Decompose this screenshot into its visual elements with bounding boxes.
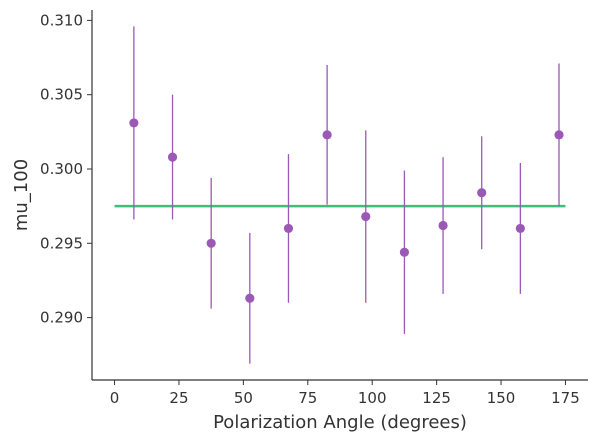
x-tick-label: 125 bbox=[422, 389, 451, 407]
x-tick-label: 150 bbox=[487, 389, 516, 407]
y-ticks: 0.290 0.295 0.300 0.305 0.310 bbox=[40, 11, 92, 327]
data-point bbox=[554, 130, 564, 140]
data-point bbox=[399, 247, 410, 257]
data-point bbox=[361, 211, 371, 222]
data-point bbox=[167, 152, 178, 162]
y-tick-label: 0.310 bbox=[40, 11, 83, 29]
x-tick-label: 175 bbox=[551, 389, 580, 407]
x-ticks: 0 25 50 75 100 125 150 175 bbox=[110, 380, 580, 407]
y-tick-label: 0.290 bbox=[40, 309, 83, 327]
errorbar-layer bbox=[133, 26, 560, 364]
data-point bbox=[477, 188, 487, 198]
data-point bbox=[322, 130, 332, 140]
y-tick-label: 0.300 bbox=[40, 160, 83, 178]
x-tick-label: 25 bbox=[169, 389, 188, 407]
x-tick-label: 50 bbox=[234, 389, 253, 407]
data-point bbox=[283, 223, 294, 234]
y-tick-label: 0.295 bbox=[40, 234, 83, 252]
y-tick-label: 0.305 bbox=[40, 86, 83, 104]
data-point bbox=[438, 220, 448, 231]
data-point bbox=[515, 223, 525, 234]
x-axis-label: Polarization Angle (degrees) bbox=[213, 412, 467, 433]
data-point bbox=[129, 118, 139, 128]
data-point bbox=[206, 238, 216, 248]
x-tick-label: 100 bbox=[358, 389, 387, 407]
data-point bbox=[245, 293, 255, 303]
x-tick-label: 0 bbox=[110, 389, 120, 407]
y-axis-label: mu_100 bbox=[11, 159, 32, 231]
x-tick-label: 75 bbox=[298, 389, 317, 407]
axes-layer bbox=[91, 10, 588, 381]
point-layer bbox=[129, 118, 564, 303]
